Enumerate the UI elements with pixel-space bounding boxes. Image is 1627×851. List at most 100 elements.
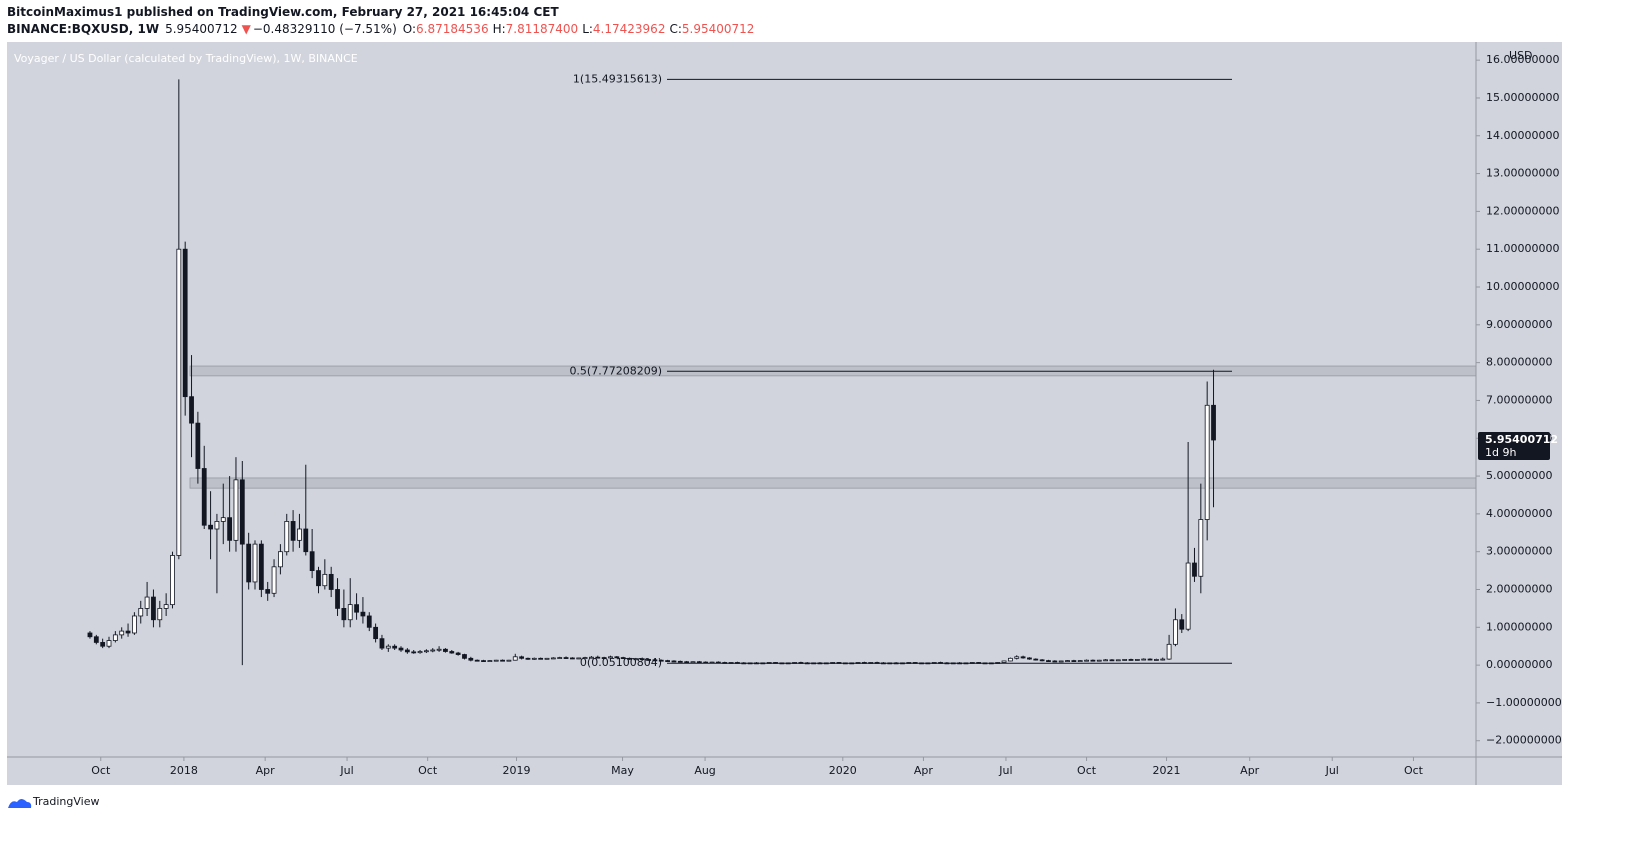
candle-body [258,543,264,590]
y-tick-label: 10.00000000 [1486,280,1559,293]
candle-body [233,479,239,541]
candle-body [93,636,99,643]
candle-body [614,656,620,659]
candle-body [696,661,702,664]
candle-body [189,396,194,424]
candle-body [1096,659,1102,662]
candle-body [569,657,575,660]
fib-label: 0.5(7.77208209) [569,364,662,377]
candle-body [322,573,328,587]
candle-body [182,248,188,398]
candle-body [303,528,309,553]
publisher-text: BitcoinMaximus1 published on TradingView… [7,5,559,19]
candle-body [360,611,366,617]
candle-body [620,657,626,659]
x-tick-label: 2018 [170,764,198,777]
candle-body [443,648,448,652]
tradingview-logo: TradingView [8,795,99,808]
price-axis-panel [1476,42,1562,757]
candle-body [671,660,677,663]
ohlc-key: H: [493,22,506,36]
ohlc-key: O: [403,22,416,36]
candle-body [1027,657,1032,660]
candle-body [506,659,512,662]
last: 5.95400712 [165,22,238,36]
y-tick-label: 4.00000000 [1486,507,1552,520]
y-tick-label: 14.00000000 [1486,129,1559,142]
candle-body [157,608,163,621]
candle-body [1204,404,1210,520]
candle-body [385,645,391,649]
candle-body [563,657,569,659]
candle-body [252,543,258,583]
x-tick-label: Apr [914,764,934,777]
x-tick-label: Jul [998,764,1012,777]
countdown: 1d 9h [1485,446,1516,459]
candle-body [639,658,645,661]
y-tick-label: −1.00000000 [1486,696,1562,709]
candle-body [1160,658,1166,661]
candle-body [163,604,169,609]
candle-body [125,630,131,634]
candle-body [347,604,353,621]
candle-body [684,661,690,664]
y-tick-label: −2.00000000 [1486,734,1562,747]
y-tick-label: 16.00000000 [1486,53,1559,66]
candle-body [100,642,106,647]
candle-body [151,596,156,621]
candle-body [430,649,436,652]
candle-body [627,657,632,660]
candle-body [309,551,315,571]
candle-body [373,626,379,640]
candle-body [246,543,252,583]
candle-body [1103,659,1109,662]
x-tick-label: Oct [1404,764,1424,777]
ohlc-value: 7.81187400 [506,22,579,36]
candle-body [658,659,664,662]
change: −0.48329110 (−7.51%) [253,22,397,36]
candle-body [271,566,277,594]
y-tick-label: 9.00000000 [1486,318,1552,331]
candle-body [201,468,207,526]
y-tick-label: 12.00000000 [1486,204,1559,217]
candle-body [1001,660,1007,663]
candle-body [423,650,429,653]
candle-body [677,660,683,663]
x-tick-label: 2020 [829,764,857,777]
candle-body [1020,656,1026,659]
candle-body [176,248,182,556]
publisher: BitcoinMaximus1 published on TradingView… [7,5,559,19]
x-tick-label: 2019 [503,764,531,777]
fib-label: 0(0.05100804) [580,656,662,669]
candle-body [1122,659,1128,661]
fib-label: 1(15.49315613) [573,72,662,85]
candle-body [512,656,518,661]
candle-body [519,656,525,659]
candle-body [87,632,93,638]
candle-body [487,660,493,662]
candle-body [328,573,334,590]
candle-body [1147,658,1153,661]
ohlc-key: C: [669,22,681,36]
ohlc-value: 5.95400712 [682,22,755,36]
candle-body [1084,659,1089,662]
candle-body [633,658,639,661]
candle-body [411,651,417,654]
plot: 1(15.49315613) 0.5(7.77208209) 0(0.0510080… [87,72,1477,669]
candle-body [468,657,474,661]
plot-area [7,42,1476,757]
brand: TradingView [32,795,99,808]
logo-icon [8,799,32,808]
y-tick-label: 8.00000000 [1486,356,1552,369]
candle-body [1211,404,1216,441]
symbol: BINANCE:BQXUSD, 1W [7,22,159,36]
candle-body [531,657,537,660]
candle-body [652,659,658,662]
candle-body [582,657,588,659]
last-price-tag [1478,431,1550,460]
candle-body [277,551,283,568]
candle-body [436,648,442,651]
ohlc-value: 4.17423962 [593,22,666,36]
candle-body [1109,659,1115,662]
